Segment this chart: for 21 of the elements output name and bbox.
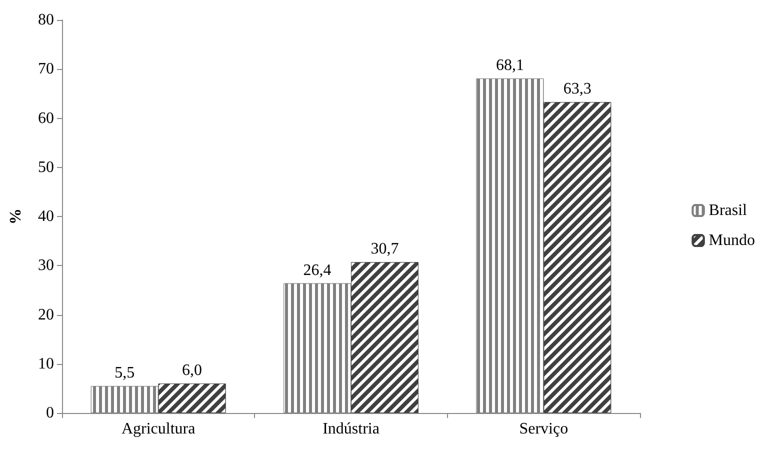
x-tick-label: Agricultura bbox=[121, 420, 196, 438]
data-label: 68,1 bbox=[496, 56, 524, 74]
x-tick-label: Indústria bbox=[322, 420, 380, 438]
data-label: 63,3 bbox=[563, 80, 592, 98]
data-label: 6,0 bbox=[182, 362, 202, 380]
data-label: 5,5 bbox=[114, 364, 135, 382]
y-tick-label: 50 bbox=[38, 158, 54, 176]
y-tick-label: 70 bbox=[38, 60, 54, 78]
legend-label: Brasil bbox=[708, 202, 748, 219]
y-tick-label: 20 bbox=[38, 306, 54, 324]
legend-label: Mundo bbox=[708, 232, 756, 249]
y-tick-label: 10 bbox=[38, 355, 54, 372]
y-tick-label: 30 bbox=[38, 257, 54, 274]
y-tick-label: 0 bbox=[46, 404, 54, 422]
data-label: 26,4 bbox=[303, 262, 332, 279]
data-label: 30,7 bbox=[370, 240, 399, 258]
x-tick-label: Serviço bbox=[519, 420, 568, 438]
y-tick-label: 80 bbox=[38, 12, 54, 28]
y-tick-label: 40 bbox=[38, 208, 54, 225]
y-axis-title: % bbox=[8, 208, 24, 224]
y-tick-label: 60 bbox=[38, 110, 54, 127]
